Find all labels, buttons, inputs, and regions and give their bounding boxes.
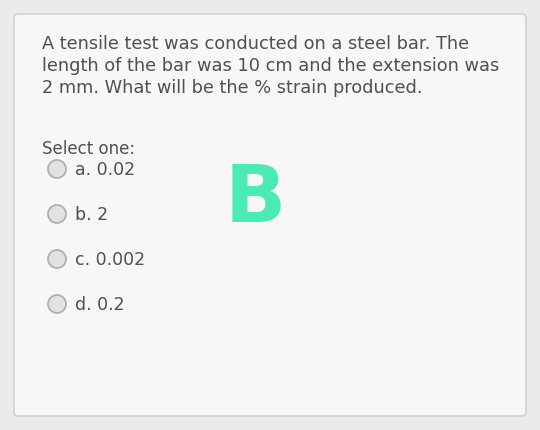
Text: c. 0.002: c. 0.002 — [75, 251, 145, 269]
Circle shape — [48, 295, 66, 313]
Text: Select one:: Select one: — [42, 140, 135, 158]
Text: 2 mm. What will be the % strain produced.: 2 mm. What will be the % strain produced… — [42, 79, 422, 97]
Circle shape — [48, 160, 66, 178]
FancyBboxPatch shape — [14, 14, 526, 416]
Circle shape — [48, 250, 66, 268]
Text: d. 0.2: d. 0.2 — [75, 296, 125, 314]
Text: a. 0.02: a. 0.02 — [75, 161, 135, 179]
Text: B: B — [225, 161, 286, 239]
Text: A tensile test was conducted on a steel bar. The: A tensile test was conducted on a steel … — [42, 35, 469, 53]
Text: length of the bar was 10 cm and the extension was: length of the bar was 10 cm and the exte… — [42, 57, 500, 75]
Circle shape — [48, 205, 66, 223]
Text: b. 2: b. 2 — [75, 206, 108, 224]
